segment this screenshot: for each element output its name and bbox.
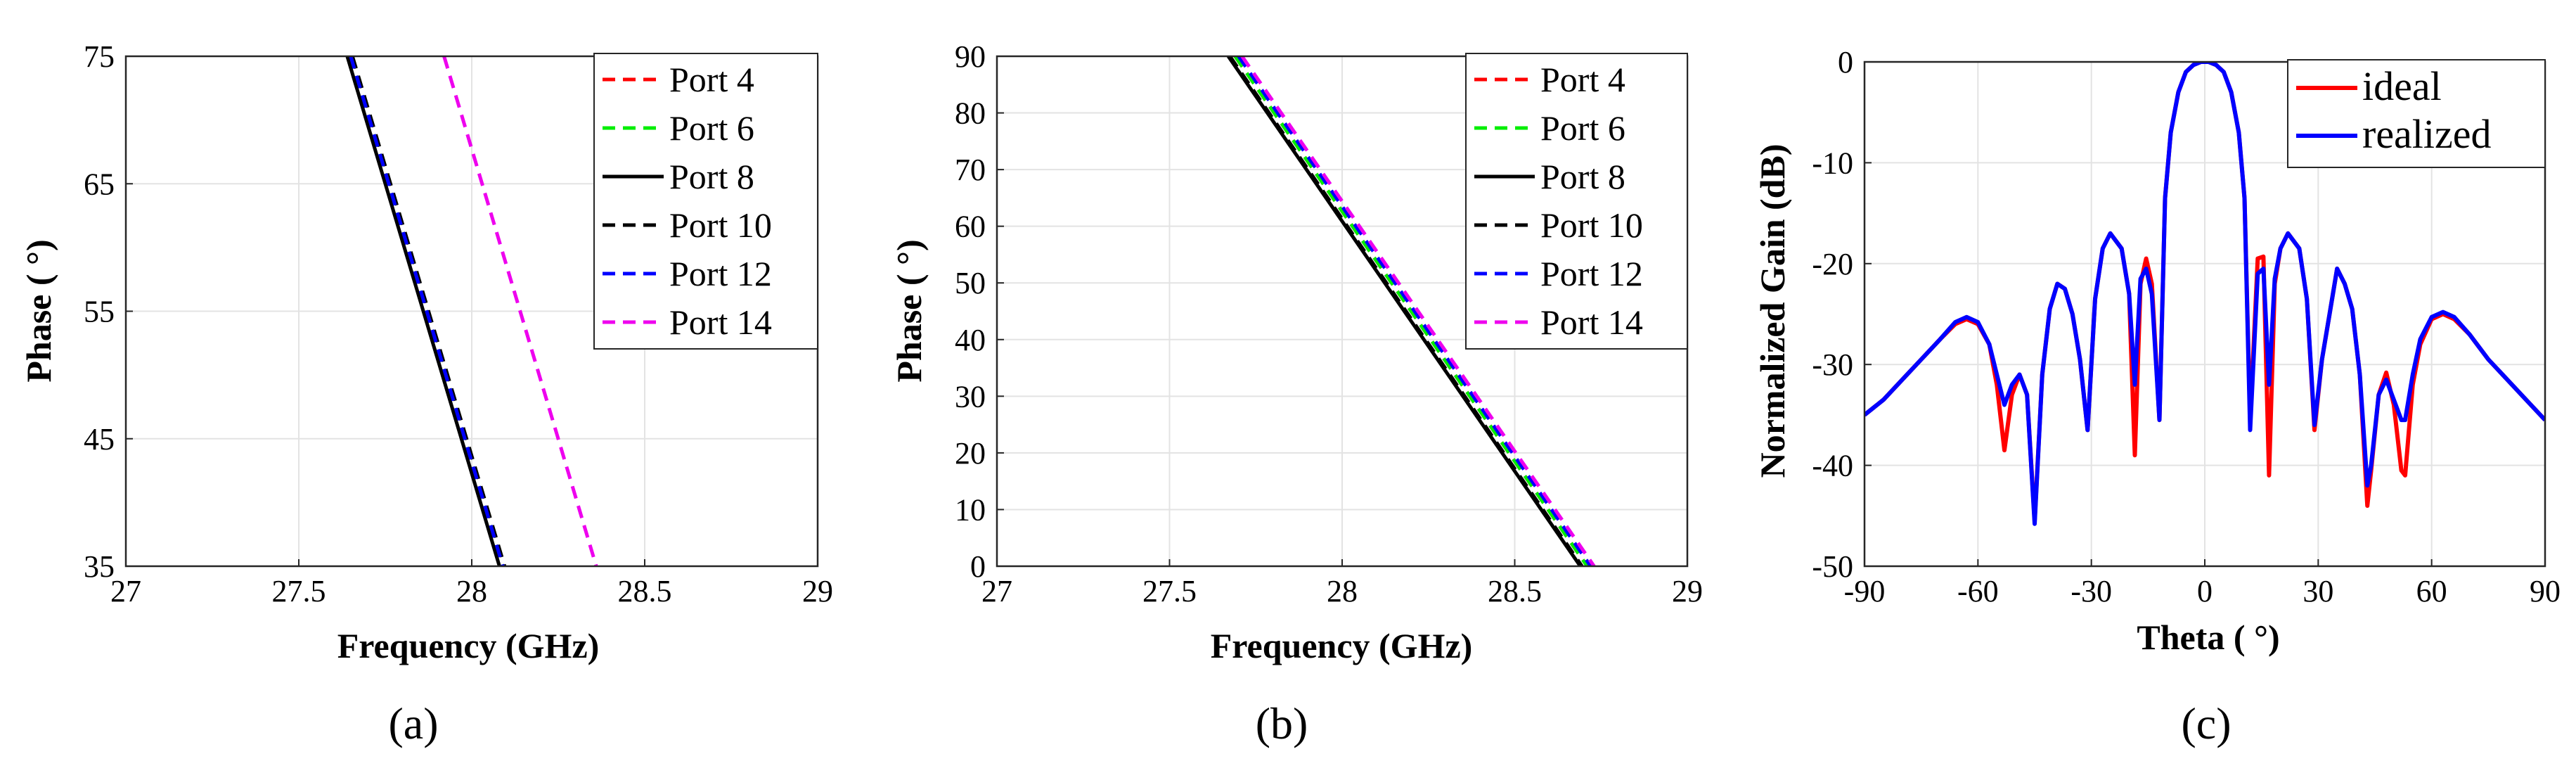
y-tick-label: -10: [1812, 146, 1853, 180]
legend-label: Port 4: [1540, 60, 1625, 99]
y-tick-label: 40: [955, 323, 986, 357]
legend: Port 4 Port 6 Port 8 Port 10 Port 12 Port 14: [1465, 53, 1688, 350]
panel-label: (b): [1256, 698, 1308, 748]
series-line-port-10: [1228, 56, 1584, 566]
y-tick-label: 60: [955, 210, 986, 244]
legend-label: Port 4: [669, 60, 754, 99]
legend-box: [2287, 59, 2546, 168]
x-tick-label: -90: [1844, 574, 1886, 608]
panel-label: (a): [388, 698, 438, 748]
x-tick-label: 29: [1672, 574, 1703, 608]
y-axis-label: Phase ( °): [889, 239, 929, 382]
legend-label: Port 12: [669, 254, 772, 293]
x-tick-label: 60: [2416, 574, 2447, 608]
y-tick-label: 65: [84, 167, 115, 201]
series-line-port-12: [349, 56, 505, 566]
legend-label: Port 14: [1540, 302, 1643, 342]
chart-panel-b: 27 27.5 28 28.5 29 0 10 20 30 40 50 60 70 80 90 Frequen…: [889, 39, 1703, 748]
legend-label: Port 6: [669, 108, 754, 148]
y-tick-label: 10: [955, 492, 986, 527]
legend-label: realized: [2362, 111, 2492, 157]
series-line-realized: [1865, 62, 2545, 526]
x-tick-label: 27: [981, 574, 1012, 608]
legend-label: Port 10: [1540, 205, 1643, 245]
x-axis-label: Frequency (GHz): [1211, 626, 1473, 665]
chart-panel-a: 27 27.5 28 28.5 29 35 45 55 65 75 Frequency (GHz) P…: [19, 39, 833, 748]
chart-panel-c: -90 -60 -30 0 30 60 90 -50 -40 -30 -20 -10 0 Theta ( …: [1753, 45, 2561, 748]
series-line-port-8: [345, 56, 501, 566]
series-line-port-6: [1233, 56, 1589, 566]
y-tick-label: 80: [955, 96, 986, 131]
legend-label: Port 8: [1540, 157, 1625, 196]
series-line-port-14: [1240, 56, 1596, 566]
x-tick-label: 0: [2197, 574, 2213, 608]
x-axis-label: Frequency (GHz): [337, 626, 600, 665]
x-tick-label: 28: [456, 574, 487, 608]
panel-label: (c): [2181, 698, 2231, 748]
y-tick-label: 90: [955, 39, 986, 74]
series-line-port-14: [442, 56, 598, 566]
y-tick-label: 0: [970, 549, 986, 584]
y-tick-label: 55: [84, 295, 115, 329]
y-tick-label: 70: [955, 153, 986, 187]
y-tick-label: -20: [1812, 247, 1853, 281]
x-tick-label: -30: [2071, 574, 2112, 608]
x-tick-label: 27.5: [1142, 574, 1197, 608]
legend-label: Port 6: [1540, 108, 1625, 148]
legend-label: Port 14: [669, 302, 772, 342]
y-tick-label: 0: [1838, 45, 1853, 79]
y-tick-label: -50: [1812, 549, 1853, 584]
y-tick-label: 35: [84, 549, 115, 584]
x-axis-label: Theta ( °): [2137, 618, 2279, 657]
x-tick-label: 27.5: [272, 574, 326, 608]
y-tick-label: -30: [1812, 347, 1853, 382]
legend-label: Port 8: [669, 157, 754, 196]
legend-box: [1465, 53, 1688, 350]
y-tick-label: -40: [1812, 449, 1853, 483]
legend-box: [593, 53, 818, 350]
x-tick-label: 28.5: [1488, 574, 1542, 608]
x-tick-label: -60: [1957, 574, 1999, 608]
y-tick-label: 30: [955, 379, 986, 414]
y-axis-label: Normalized Gain (dB): [1753, 144, 1792, 478]
x-tick-label: 29: [802, 574, 833, 608]
x-tick-label: 30: [2303, 574, 2333, 608]
y-tick-label: 45: [84, 422, 115, 456]
legend-label: Port 10: [669, 205, 772, 245]
y-tick-label: 20: [955, 436, 986, 471]
y-tick-label: 50: [955, 266, 986, 300]
legend-label: ideal: [2362, 63, 2442, 109]
x-tick-label: 90: [2530, 574, 2561, 608]
x-tick-label: 27: [110, 574, 141, 608]
x-tick-label: 28.5: [618, 574, 672, 608]
legend-label: Port 12: [1540, 254, 1643, 293]
series-line-port-12: [1237, 56, 1592, 566]
y-axis-label: Phase ( °): [19, 239, 58, 382]
legend: Port 4 Port 6 Port 8 Port 10 Port 12 Port 14: [593, 53, 818, 350]
y-tick-label: 75: [84, 39, 115, 74]
x-tick-label: 28: [1327, 574, 1358, 608]
